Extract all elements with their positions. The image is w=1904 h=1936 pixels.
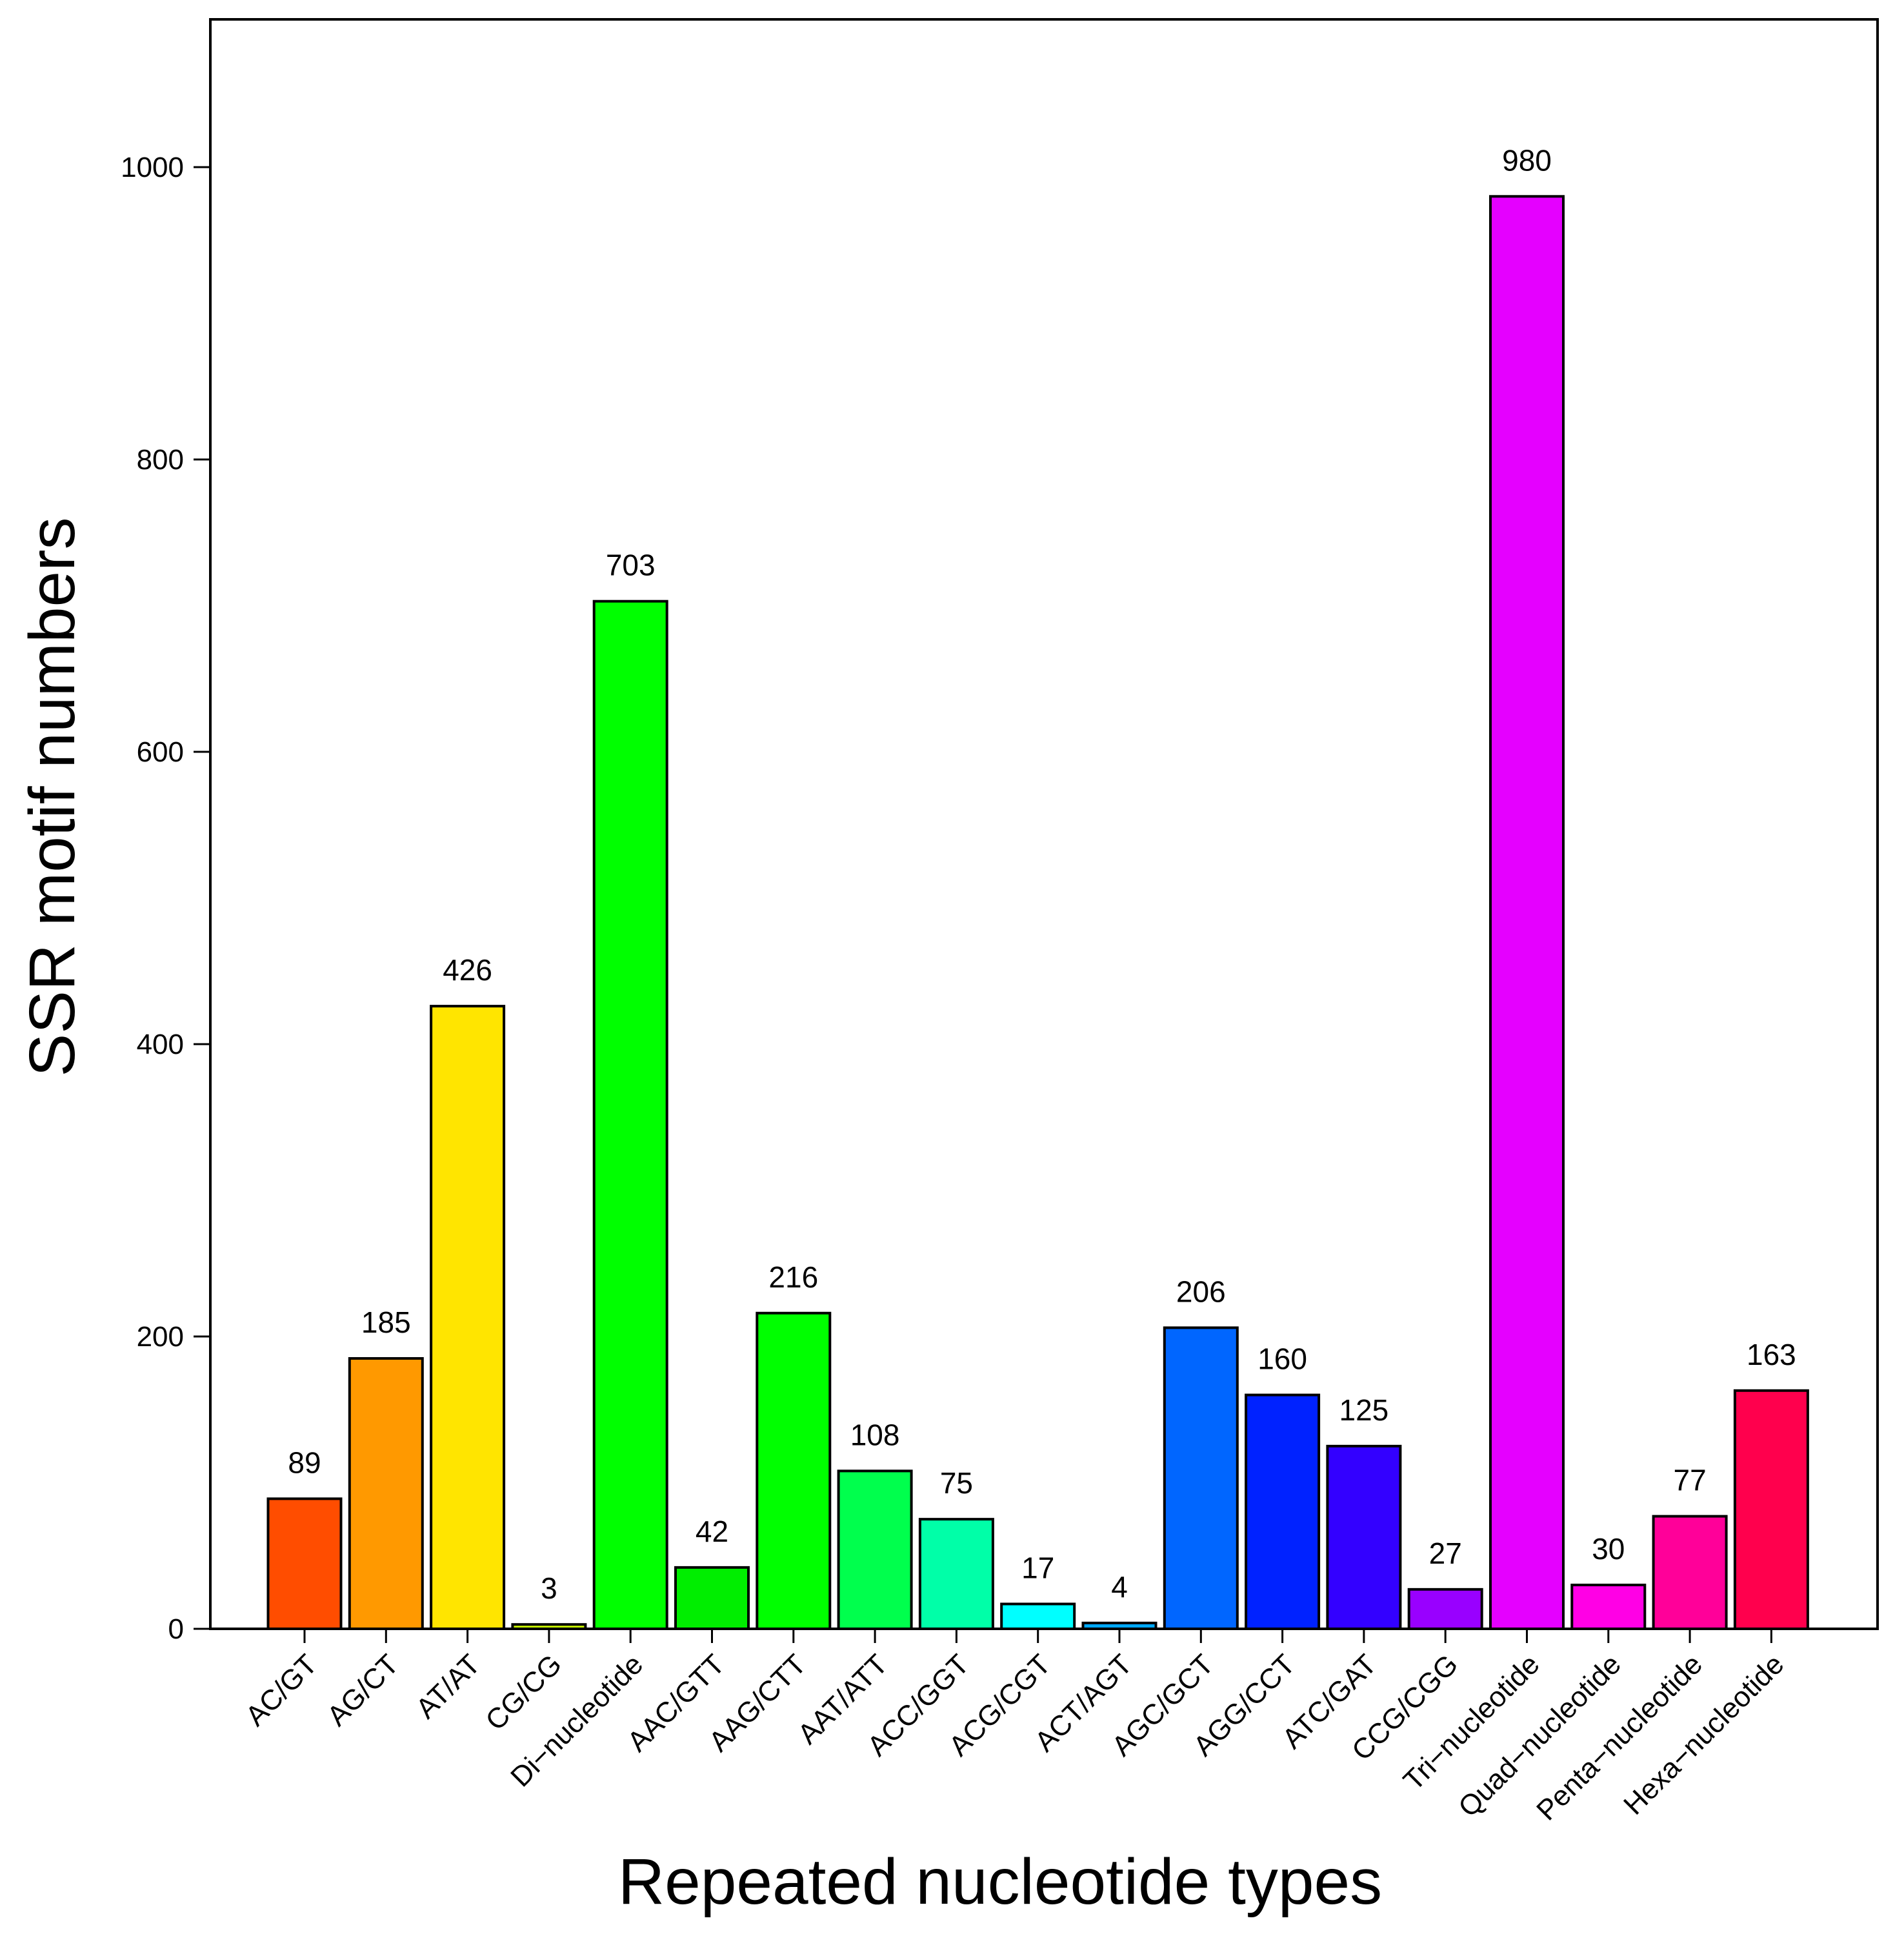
data-label: 163 (1747, 1338, 1796, 1371)
bar (1570, 1584, 1647, 1631)
bar (348, 1356, 424, 1631)
y-tick-label: 0 (168, 1613, 184, 1645)
bar (1245, 1393, 1321, 1631)
data-label: 3 (541, 1571, 557, 1605)
bar (1163, 1326, 1239, 1630)
bar (837, 1469, 913, 1630)
y-axis-title: SSR motif numbers (16, 518, 88, 1077)
bar (1081, 1621, 1157, 1630)
bar (1489, 195, 1565, 1630)
x-axis-title: Repeated nucleotide types (618, 1846, 1382, 1918)
data-label: 125 (1339, 1393, 1389, 1427)
data-label: 160 (1258, 1342, 1307, 1376)
x-tick-label: AC/GT (239, 1648, 323, 1732)
data-label: 426 (443, 953, 492, 987)
y-tick-label: 400 (137, 1029, 184, 1060)
data-label: 206 (1176, 1275, 1226, 1308)
data-label: 75 (940, 1466, 973, 1500)
data-label: 980 (1502, 143, 1552, 177)
bar (918, 1518, 994, 1630)
data-label: 17 (1021, 1551, 1054, 1584)
y-tick-label: 600 (137, 736, 184, 768)
bar (1326, 1444, 1402, 1630)
bar (266, 1497, 343, 1631)
data-label: 89 (288, 1446, 321, 1479)
bar (756, 1311, 832, 1630)
data-label: 77 (1674, 1464, 1707, 1497)
bar (1407, 1588, 1483, 1630)
bar (674, 1566, 750, 1631)
data-label: 42 (696, 1515, 728, 1548)
bar (592, 600, 668, 1631)
data-label: 185 (361, 1306, 411, 1339)
y-axis: 0 200 400 600 800 1000 (121, 152, 210, 1645)
data-label: 4 (1111, 1570, 1128, 1604)
bar (1000, 1602, 1076, 1631)
data-label: 27 (1429, 1537, 1462, 1570)
data-label: 216 (768, 1260, 818, 1294)
x-tick-label: AT/AT (410, 1648, 486, 1724)
data-label: 30 (1592, 1532, 1625, 1566)
y-tick-label: 800 (137, 444, 184, 476)
bar (511, 1623, 587, 1631)
bar (1733, 1389, 1809, 1630)
bars (266, 195, 1809, 1631)
y-tick-label: 1000 (121, 152, 184, 183)
x-tick-label: AG/CT (321, 1648, 405, 1732)
bar (430, 1005, 506, 1630)
y-tick-label: 200 (137, 1321, 184, 1353)
data-labels: 89 185 426 3 703 42 216 108 75 17 4 206 160 125 27 980 3… (288, 143, 1796, 1605)
data-label: 108 (850, 1418, 900, 1451)
bar (1652, 1515, 1728, 1630)
data-label: 703 (606, 549, 656, 582)
